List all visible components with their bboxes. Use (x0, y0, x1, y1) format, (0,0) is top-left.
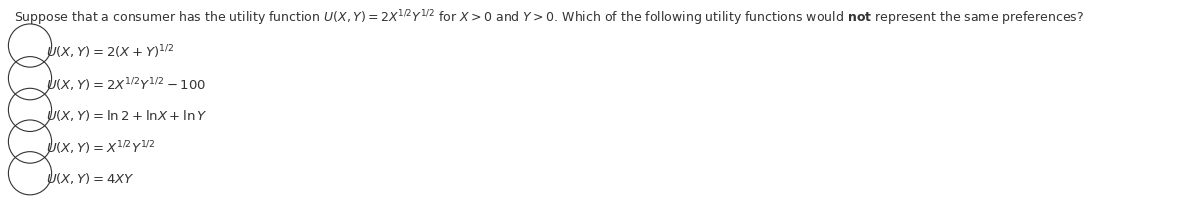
Text: $U(X, Y) = 4XY$: $U(X, Y) = 4XY$ (46, 171, 134, 186)
Text: $U(X, Y) = \mathrm{ln}\,2 + \mathrm{ln}X + \mathrm{ln}\,Y$: $U(X, Y) = \mathrm{ln}\,2 + \mathrm{ln}X… (46, 108, 208, 123)
Text: $U(X, Y) = 2X^{1/2}Y^{1/2} - 100$: $U(X, Y) = 2X^{1/2}Y^{1/2} - 100$ (46, 76, 205, 94)
Text: $U(X, Y) = 2(X + Y)^{1/2}$: $U(X, Y) = 2(X + Y)^{1/2}$ (46, 44, 174, 61)
Text: Suppose that a consumer has the utility function $U(X, Y) = 2X^{1/2}Y^{1/2}$ for: Suppose that a consumer has the utility … (14, 8, 1085, 28)
Text: $U(X, Y) = X^{1/2}Y^{1/2}$: $U(X, Y) = X^{1/2}Y^{1/2}$ (46, 140, 155, 157)
